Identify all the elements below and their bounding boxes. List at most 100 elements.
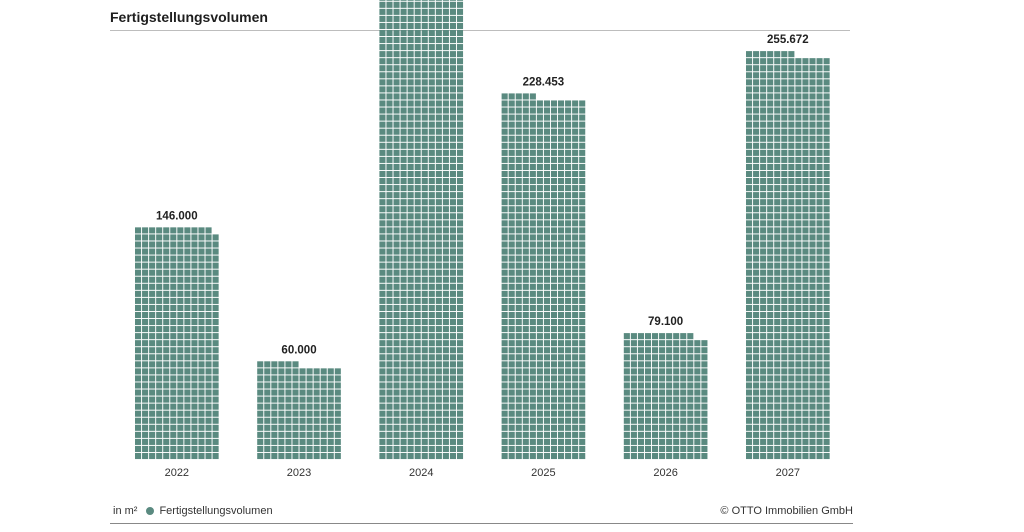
waffle-square	[135, 248, 142, 255]
waffle-square	[680, 382, 687, 389]
waffle-square	[400, 269, 407, 276]
x-tick-label: 2027	[776, 467, 800, 479]
waffle-square	[760, 410, 767, 417]
waffle-square	[515, 241, 522, 248]
waffle-square	[320, 368, 327, 375]
waffle-square	[781, 241, 788, 248]
waffle-square	[579, 319, 586, 326]
waffle-square	[746, 79, 753, 86]
waffle-square	[529, 333, 536, 340]
waffle-square	[386, 178, 393, 185]
waffle-square	[802, 368, 809, 375]
waffle-square	[550, 178, 558, 185]
waffle-square	[163, 276, 170, 283]
waffle-square	[774, 213, 781, 220]
waffle-square	[572, 121, 579, 128]
waffle-square	[456, 163, 464, 170]
waffle-square	[327, 410, 334, 417]
waffle-square	[135, 276, 142, 283]
waffle-square	[746, 100, 753, 107]
waffle-square	[558, 382, 565, 389]
waffle-square	[501, 100, 508, 107]
waffle-square	[767, 135, 774, 142]
waffle-square	[536, 241, 543, 248]
waffle-square	[823, 375, 830, 382]
waffle-square	[802, 445, 809, 452]
waffle-square	[644, 354, 652, 361]
x-tick-label: 2024	[409, 467, 433, 479]
waffle-square	[170, 417, 177, 424]
waffle-square	[163, 417, 170, 424]
waffle-square	[767, 410, 774, 417]
waffle-square	[212, 375, 219, 382]
waffle-square	[515, 438, 522, 445]
waffle-square	[666, 389, 673, 396]
waffle-square	[508, 283, 515, 290]
waffle-square	[680, 389, 687, 396]
waffle-square	[680, 424, 687, 431]
waffle-square	[816, 241, 823, 248]
waffle-square	[421, 142, 428, 149]
waffle-square	[449, 149, 456, 156]
waffle-square	[449, 290, 456, 297]
waffle-square	[687, 417, 694, 424]
waffle-square	[760, 403, 767, 410]
waffle-square	[637, 382, 644, 389]
waffle-square	[760, 121, 767, 128]
waffle-square	[264, 410, 271, 417]
waffle-square	[767, 72, 774, 79]
waffle-square	[142, 403, 149, 410]
waffle-square	[760, 128, 767, 135]
waffle-square	[205, 255, 212, 262]
waffle-square	[149, 227, 156, 234]
waffle-square	[746, 163, 753, 170]
waffle-square	[379, 431, 386, 438]
waffle-square	[449, 452, 456, 460]
waffle-square	[386, 354, 393, 361]
waffle-square	[257, 417, 264, 424]
waffle-square	[198, 326, 205, 333]
waffle-square	[579, 241, 586, 248]
waffle-square	[414, 100, 421, 107]
waffle-square	[795, 100, 802, 107]
waffle-square	[449, 65, 456, 72]
waffle-square	[435, 51, 442, 58]
waffle-square	[212, 276, 219, 283]
waffle-square	[386, 86, 393, 93]
waffle-square	[579, 354, 586, 361]
waffle-square	[400, 438, 407, 445]
waffle-square	[536, 417, 543, 424]
waffle-square	[558, 163, 565, 170]
waffle-square	[327, 424, 334, 431]
waffle-square	[156, 297, 163, 304]
waffle-square	[435, 44, 442, 51]
waffle-square	[149, 389, 156, 396]
waffle-square	[379, 79, 386, 86]
waffle-square	[421, 121, 428, 128]
waffle-square	[816, 65, 823, 72]
waffle-square	[565, 333, 572, 340]
waffle-square	[205, 445, 212, 452]
waffle-square	[400, 114, 407, 121]
waffle-square	[508, 262, 515, 269]
waffle-square	[428, 100, 435, 107]
waffle-square	[746, 396, 753, 403]
waffle-square	[515, 389, 522, 396]
waffle-square	[529, 248, 536, 255]
waffle-square	[400, 396, 407, 403]
waffle-square	[550, 262, 558, 269]
waffle-square	[449, 375, 456, 382]
waffle-square	[428, 410, 435, 417]
waffle-square	[386, 375, 393, 382]
waffle-square	[816, 382, 823, 389]
waffle-square	[212, 234, 219, 241]
bar-2026	[623, 333, 708, 460]
waffle-square	[795, 72, 802, 79]
waffle-square	[746, 347, 753, 354]
waffle-square	[501, 241, 508, 248]
waffle-square	[760, 178, 767, 185]
waffle-square	[156, 417, 163, 424]
waffle-square	[170, 241, 177, 248]
waffle-square	[816, 403, 823, 410]
waffle-square	[579, 128, 586, 135]
